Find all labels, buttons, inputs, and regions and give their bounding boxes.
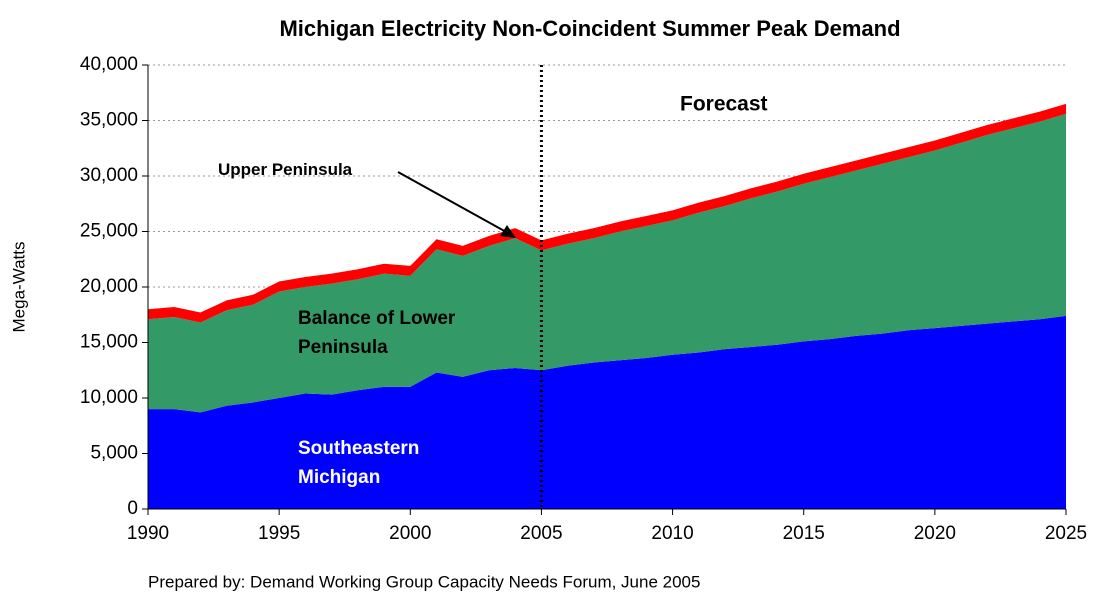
area [148,113,1066,413]
x-tick-label: 1995 [258,523,300,544]
area [148,103,1066,323]
footnote: Prepared by: Demand Working Group Capaci… [148,572,700,591]
y-tick-label: 10,000 [80,387,138,408]
y-axis-label: Mega-Watts [9,241,28,332]
x-tick-label: 2005 [520,523,562,544]
y-tick-label: 25,000 [80,221,138,242]
series-label: Balance of Lower Peninsula [298,308,456,358]
series-label: Southeastern Michigan [298,438,420,488]
y-tick-label: 20,000 [80,276,138,297]
y-tick-label: 40,000 [80,54,138,75]
x-tick-label: 1990 [127,523,169,544]
annotation-arrow [397,171,509,234]
y-tick-label: 0 [127,498,138,519]
y-tick-label: 35,000 [80,110,138,131]
x-tick-label: 2010 [651,523,693,544]
y-tick-label: 5,000 [90,443,138,464]
x-tick-label: 2025 [1045,523,1087,544]
chart-title: Michigan Electricity Non-Coincident Summ… [279,16,900,41]
x-tick-label: 2000 [389,523,431,544]
x-tick-label: 2015 [783,523,825,544]
x-tick-label: 2020 [914,523,956,544]
area [148,315,1066,509]
arrow-head [500,225,516,238]
y-tick-label: 30,000 [80,165,138,186]
y-tick-label: 15,000 [80,332,138,353]
series-label: Upper Peninsula [218,160,353,179]
forecast-label: Forecast [680,93,768,116]
